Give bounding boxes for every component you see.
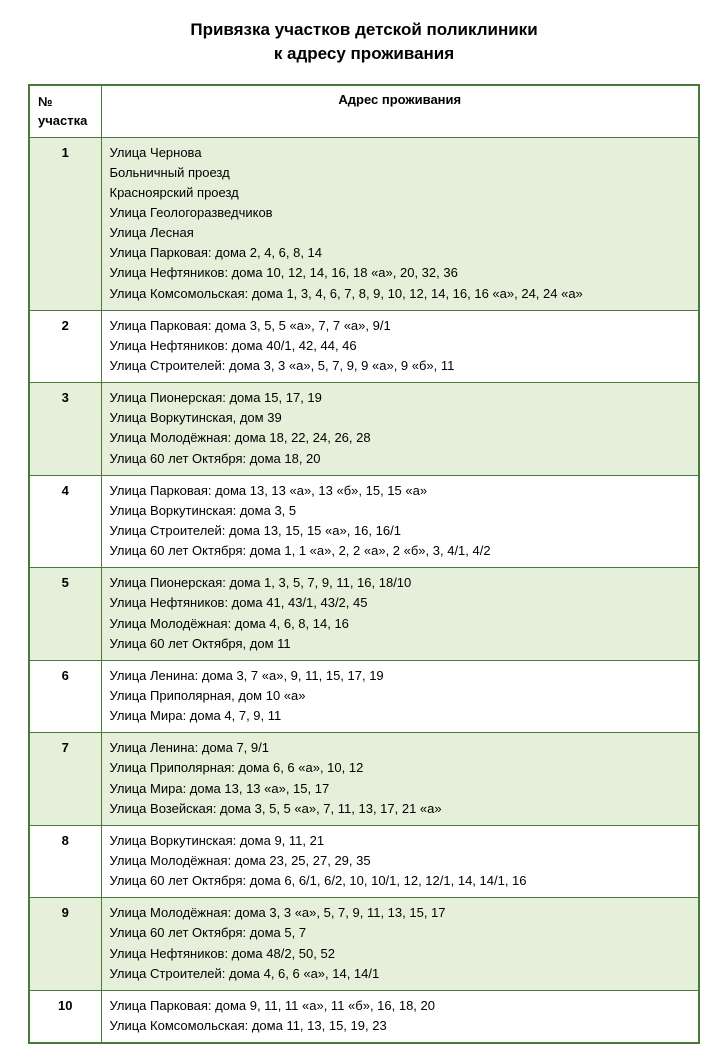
address-line: Улица Парковая: дома 9, 11, 11 «а», 11 «…	[110, 996, 691, 1016]
district-number-cell: 10	[29, 990, 101, 1043]
address-line: Улица 60 лет Октября: дома 1, 1 «а», 2, …	[110, 541, 691, 561]
table-row: 1Улица ЧерноваБольничный проездКрасноярс…	[29, 137, 699, 310]
address-line: Улица Воркутинская: дома 9, 11, 21	[110, 831, 691, 851]
table-row: 7Улица Ленина: дома 7, 9/1Улица Приполяр…	[29, 733, 699, 826]
address-cell: Улица ЧерноваБольничный проездКрасноярск…	[101, 137, 699, 310]
address-line: Улица Строителей: дома 3, 3 «а», 5, 7, 9…	[110, 356, 691, 376]
address-line: Красноярский проезд	[110, 183, 691, 203]
address-cell: Улица Молодёжная: дома 3, 3 «а», 5, 7, 9…	[101, 898, 699, 991]
address-line: Улица Парковая: дома 2, 4, 6, 8, 14	[110, 243, 691, 263]
address-line: Улица Молодёжная: дома 4, 6, 8, 14, 16	[110, 614, 691, 634]
district-number-cell: 8	[29, 825, 101, 897]
table-row: 2 Улица Парковая: дома 3, 5, 5 «а», 7, 7 …	[29, 310, 699, 382]
table-row: 8Улица Воркутинская: дома 9, 11, 21Улица…	[29, 825, 699, 897]
address-line: Улица Воркутинская: дома 3, 5	[110, 501, 691, 521]
page-title: Привязка участков детской поликлиники к …	[28, 18, 700, 66]
address-line: Улица Возейская: дома 3, 5, 5 «а», 7, 11…	[110, 799, 691, 819]
address-cell: Улица Ленина: дома 3, 7 «а», 9, 11, 15, …	[101, 660, 699, 732]
address-line: Улица Строителей: дома 4, 6, 6 «а», 14, …	[110, 964, 691, 984]
address-line: Улица Воркутинская, дом 39	[110, 408, 691, 428]
address-line: Улица Молодёжная: дома 18, 22, 24, 26, 2…	[110, 428, 691, 448]
district-number-cell: 4	[29, 475, 101, 568]
address-line: Улица Приполярная: дома 6, 6 «а», 10, 12	[110, 758, 691, 778]
title-line-1: Привязка участков детской поликлиники	[190, 20, 537, 39]
district-number-cell: 3	[29, 383, 101, 476]
address-line: Улица Пионерская: дома 1, 3, 5, 7, 9, 11…	[110, 573, 691, 593]
address-line: Улица Нефтяников: дома 48/2, 50, 52	[110, 944, 691, 964]
districts-table: № участка Адрес проживания 1Улица Чернов…	[28, 84, 700, 1044]
address-line: Улица Комсомольская: дома 11, 13, 15, 19…	[110, 1016, 691, 1036]
district-number-cell: 1	[29, 137, 101, 310]
address-line: Улица Чернова	[110, 143, 691, 163]
address-line: Улица 60 лет Октября, дом 11	[110, 634, 691, 654]
address-line: Улица Молодёжная: дома 3, 3 «а», 5, 7, 9…	[110, 903, 691, 923]
column-header-number: № участка	[29, 85, 101, 138]
address-line: Улица Строителей: дома 13, 15, 15 «а», 1…	[110, 521, 691, 541]
address-line: Улица Молодёжная: дома 23, 25, 27, 29, 3…	[110, 851, 691, 871]
address-line: Улица Парковая: дома 13, 13 «а», 13 «б»,…	[110, 481, 691, 501]
address-line: Улица Мира: дома 4, 7, 9, 11	[110, 706, 691, 726]
table-row: 4 Улица Парковая: дома 13, 13 «а», 13 «б»…	[29, 475, 699, 568]
table-row: 10 Улица Парковая: дома 9, 11, 11 «а», 11…	[29, 990, 699, 1043]
district-number-cell: 9	[29, 898, 101, 991]
address-line: Улица Парковая: дома 3, 5, 5 «а», 7, 7 «…	[110, 316, 691, 336]
address-line: Улица Ленина: дома 3, 7 «а», 9, 11, 15, …	[110, 666, 691, 686]
address-line: Улица 60 лет Октября: дома 5, 7	[110, 923, 691, 943]
address-line: Улица Нефтяников: дома 41, 43/1, 43/2, 4…	[110, 593, 691, 613]
address-line: Улица Лесная	[110, 223, 691, 243]
column-header-address: Адрес проживания	[101, 85, 699, 138]
address-line: Улица 60 лет Октября: дома 6, 6/1, 6/2, …	[110, 871, 691, 891]
address-cell: Улица Пионерская: дома 15, 17, 19Улица В…	[101, 383, 699, 476]
district-number-cell: 6	[29, 660, 101, 732]
district-number-cell: 5	[29, 568, 101, 661]
address-cell: Улица Парковая: дома 13, 13 «а», 13 «б»,…	[101, 475, 699, 568]
address-line: Улица Мира: дома 13, 13 «а», 15, 17	[110, 779, 691, 799]
table-body: 1Улица ЧерноваБольничный проездКрасноярс…	[29, 137, 699, 1043]
address-line: Улица 60 лет Октября: дома 18, 20	[110, 449, 691, 469]
address-cell: Улица Парковая: дома 9, 11, 11 «а», 11 «…	[101, 990, 699, 1043]
address-line: Улица Пионерская: дома 15, 17, 19	[110, 388, 691, 408]
address-cell: Улица Ленина: дома 7, 9/1Улица Приполярн…	[101, 733, 699, 826]
address-line: Улица Ленина: дома 7, 9/1	[110, 738, 691, 758]
table-row: 5 Улица Пионерская: дома 1, 3, 5, 7, 9, 1…	[29, 568, 699, 661]
district-number-cell: 7	[29, 733, 101, 826]
address-line: Улица Нефтяников: дома 10, 12, 14, 16, 1…	[110, 263, 691, 283]
address-line: Улица Приполярная, дом 10 «а»	[110, 686, 691, 706]
title-line-2: к адресу проживания	[274, 44, 454, 63]
table-row: 3Улица Пионерская: дома 15, 17, 19Улица …	[29, 383, 699, 476]
district-number-cell: 2	[29, 310, 101, 382]
address-line: Улица Геологоразведчиков	[110, 203, 691, 223]
address-cell: Улица Пионерская: дома 1, 3, 5, 7, 9, 11…	[101, 568, 699, 661]
address-cell: Улица Воркутинская: дома 9, 11, 21Улица …	[101, 825, 699, 897]
address-line: Улица Нефтяников: дома 40/1, 42, 44, 46	[110, 336, 691, 356]
address-cell: Улица Парковая: дома 3, 5, 5 «а», 7, 7 «…	[101, 310, 699, 382]
table-row: 6 Улица Ленина: дома 3, 7 «а», 9, 11, 15,…	[29, 660, 699, 732]
address-line: Улица Комсомольская: дома 1, 3, 4, 6, 7,…	[110, 284, 691, 304]
address-line: Больничный проезд	[110, 163, 691, 183]
table-row: 9 Улица Молодёжная: дома 3, 3 «а», 5, 7, …	[29, 898, 699, 991]
table-header-row: № участка Адрес проживания	[29, 85, 699, 138]
